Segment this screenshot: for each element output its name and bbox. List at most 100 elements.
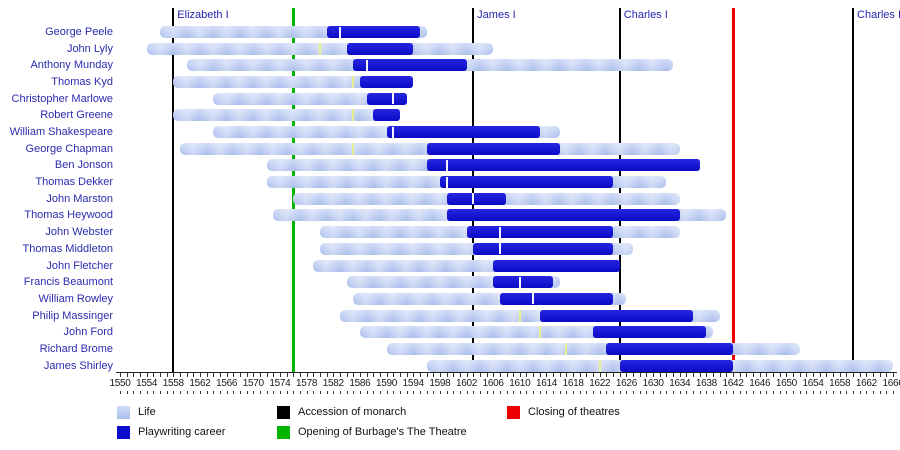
axis-tick <box>273 373 275 377</box>
career-divider <box>338 26 341 38</box>
axis-tick <box>353 391 355 394</box>
career-divider <box>498 243 501 255</box>
monarch-line <box>472 8 475 372</box>
axis-tick <box>566 391 568 394</box>
axis-tick <box>433 373 435 377</box>
axis-tick <box>339 391 341 394</box>
axis-tick <box>646 373 648 377</box>
legend-label: Accession of monarch <box>298 406 407 418</box>
accession-swatch <box>277 406 290 419</box>
axis-tick <box>493 373 495 377</box>
axis-tick <box>853 373 855 377</box>
axis-tick <box>353 373 355 377</box>
axis-tick <box>473 391 475 394</box>
axis-tick-label: 1594 <box>402 378 424 389</box>
axis-tick-label: 1622 <box>589 378 611 389</box>
axis-tick <box>179 373 181 377</box>
axis-tick <box>466 391 468 394</box>
axis-tick <box>733 373 735 377</box>
axis-tick <box>179 391 181 394</box>
career-bar <box>366 92 407 105</box>
row-label: Francis Beaumont <box>23 276 113 289</box>
career-divider <box>518 276 521 288</box>
axis-tick <box>399 391 401 394</box>
career-bar <box>499 292 614 305</box>
row-label: Thomas Heywood <box>24 209 113 222</box>
axis-tick <box>293 391 295 394</box>
axis-tick <box>573 391 575 394</box>
row-label: Philip Massinger <box>32 309 113 322</box>
axis-tick <box>859 373 861 377</box>
axis-tick <box>713 391 715 394</box>
axis-tick-label: 1642 <box>722 378 744 389</box>
life-seam-tick <box>565 342 568 355</box>
axis-tick <box>626 391 628 394</box>
axis-tick <box>120 391 121 394</box>
axis-tick <box>299 373 301 377</box>
career-bar <box>446 209 680 222</box>
life-seam-tick <box>352 142 355 155</box>
axis-tick <box>433 391 435 394</box>
row-label: John Webster <box>45 226 113 239</box>
axis-tick <box>559 373 561 377</box>
axis-tick <box>699 391 701 394</box>
axis-tick <box>166 373 168 377</box>
axis-tick <box>366 391 368 394</box>
axis-tick <box>233 391 235 394</box>
life-seam-tick <box>352 76 355 89</box>
closing-swatch <box>507 406 520 419</box>
axis-tick <box>399 373 401 377</box>
life-seam-tick <box>538 326 541 339</box>
row-label: Robert Greene <box>40 109 113 122</box>
row-label: Thomas Dekker <box>35 176 113 189</box>
theatre-opening-line <box>291 8 295 372</box>
axis-tick <box>726 391 728 394</box>
axis-tick <box>739 391 741 394</box>
axis-tick <box>259 373 261 377</box>
monarch-line <box>172 8 175 372</box>
axis-tick <box>133 373 135 377</box>
career-bar <box>446 192 507 205</box>
axis-tick <box>826 373 828 377</box>
career-bar <box>373 109 400 122</box>
axis-tick-label: 1566 <box>216 378 238 389</box>
row-label: Anthony Munday <box>30 59 113 72</box>
legend-label: Closing of theatres <box>528 406 620 418</box>
axis-tick <box>546 373 548 377</box>
axis-tick <box>886 391 888 394</box>
axis-tick <box>406 373 408 377</box>
axis-tick <box>120 373 121 377</box>
axis-tick <box>226 391 228 394</box>
axis-tick <box>479 373 481 377</box>
axis-tick-label: 1558 <box>162 378 184 389</box>
row-label: Richard Brome <box>39 342 113 355</box>
axis-tick <box>326 391 328 394</box>
axis-tick <box>839 373 841 377</box>
axis-tick <box>699 373 701 377</box>
opening-swatch <box>277 426 290 439</box>
axis-tick <box>786 391 788 394</box>
axis-tick <box>286 373 288 377</box>
axis-tick <box>639 373 641 377</box>
career-bar <box>466 226 614 239</box>
career-bar <box>493 259 620 272</box>
career-bar <box>539 309 694 322</box>
axis-tick <box>886 373 888 377</box>
axis-tick-label: 1654 <box>802 378 824 389</box>
axis-tick <box>379 391 381 394</box>
axis-tick <box>879 391 881 394</box>
axis-tick <box>259 391 261 394</box>
axis-tick <box>313 373 315 377</box>
axis-tick <box>673 391 675 394</box>
theatre-closing-line <box>731 8 735 372</box>
axis-tick <box>753 391 755 394</box>
axis-tick <box>366 373 368 377</box>
axis-tick <box>706 391 708 394</box>
career-swatch <box>117 426 130 439</box>
row-label: George Peele <box>45 26 113 38</box>
axis-tick <box>453 373 455 377</box>
axis-tick <box>266 391 268 394</box>
career-divider <box>445 159 448 171</box>
axis-tick <box>213 391 215 394</box>
